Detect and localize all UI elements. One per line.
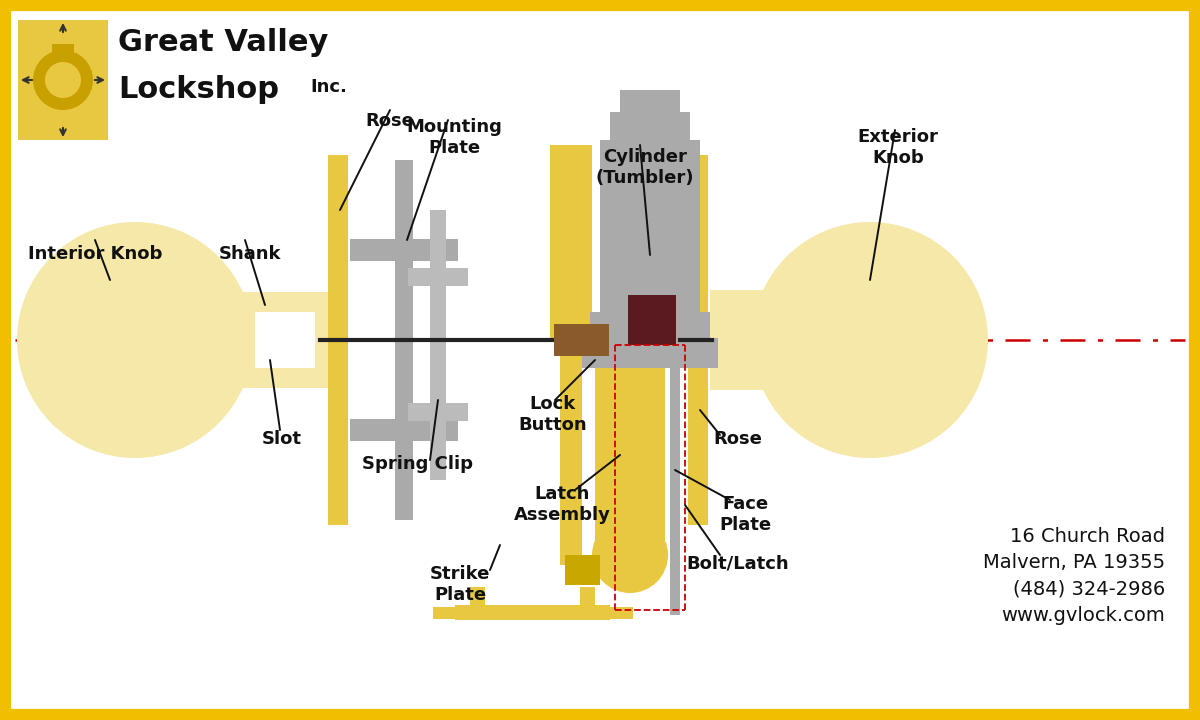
Text: Spring Clip: Spring Clip	[362, 455, 474, 473]
Text: Cylinder
(Tumbler): Cylinder (Tumbler)	[595, 148, 695, 186]
Bar	[430, 210, 446, 480]
Bar	[620, 90, 680, 112]
Polygon shape	[565, 555, 595, 585]
Bar	[590, 312, 710, 340]
Text: Inc.: Inc.	[310, 78, 347, 96]
Text: Rose: Rose	[714, 430, 762, 448]
Bar	[18, 20, 108, 140]
Bar	[600, 140, 700, 313]
Bar	[617, 340, 643, 375]
Bar	[408, 268, 468, 286]
Bar	[560, 145, 582, 565]
Bar	[470, 587, 485, 605]
Text: Great Valley: Great Valley	[118, 28, 329, 57]
Bar	[408, 419, 458, 441]
Bar	[554, 324, 608, 356]
Text: Face
Plate: Face Plate	[719, 495, 772, 534]
Bar	[670, 345, 680, 615]
Text: 16 Church Road
Malvern, PA 19355
(484) 324-2986
www.gvlock.com: 16 Church Road Malvern, PA 19355 (484) 3…	[983, 526, 1165, 625]
Bar	[580, 587, 595, 605]
Bar	[256, 312, 316, 368]
Text: Shank: Shank	[218, 245, 281, 263]
Bar	[455, 605, 610, 620]
Bar	[52, 44, 74, 62]
Text: Rose: Rose	[366, 112, 414, 130]
Bar	[582, 338, 718, 368]
Circle shape	[592, 517, 668, 593]
Bar	[328, 155, 348, 525]
Bar	[408, 239, 458, 261]
Bar	[565, 555, 600, 585]
Text: Lockshop: Lockshop	[118, 75, 280, 104]
Text: Exterior
Knob: Exterior Knob	[858, 128, 938, 167]
Text: Lock
Button: Lock Button	[518, 395, 587, 433]
Text: Slot: Slot	[262, 430, 302, 448]
Text: Bolt/Latch: Bolt/Latch	[686, 555, 790, 573]
Circle shape	[17, 222, 253, 458]
Bar	[395, 160, 413, 520]
Text: Mounting
Plate: Mounting Plate	[406, 118, 502, 157]
Text: Strike
Plate: Strike Plate	[430, 565, 490, 604]
Bar	[595, 345, 665, 570]
Bar	[240, 292, 335, 388]
Bar	[256, 368, 316, 388]
Bar	[433, 607, 458, 619]
Text: Latch
Assembly: Latch Assembly	[514, 485, 611, 524]
Bar	[710, 290, 780, 390]
Bar	[608, 607, 634, 619]
Bar	[628, 295, 676, 345]
Circle shape	[752, 222, 988, 458]
Bar	[710, 310, 780, 370]
Text: Interior Knob: Interior Knob	[28, 245, 162, 263]
Bar	[688, 155, 708, 525]
Circle shape	[46, 62, 82, 98]
Circle shape	[34, 50, 94, 110]
Bar	[350, 419, 400, 441]
Bar	[550, 145, 592, 340]
Bar	[350, 239, 400, 261]
Bar	[408, 402, 468, 420]
Bar	[610, 112, 690, 140]
